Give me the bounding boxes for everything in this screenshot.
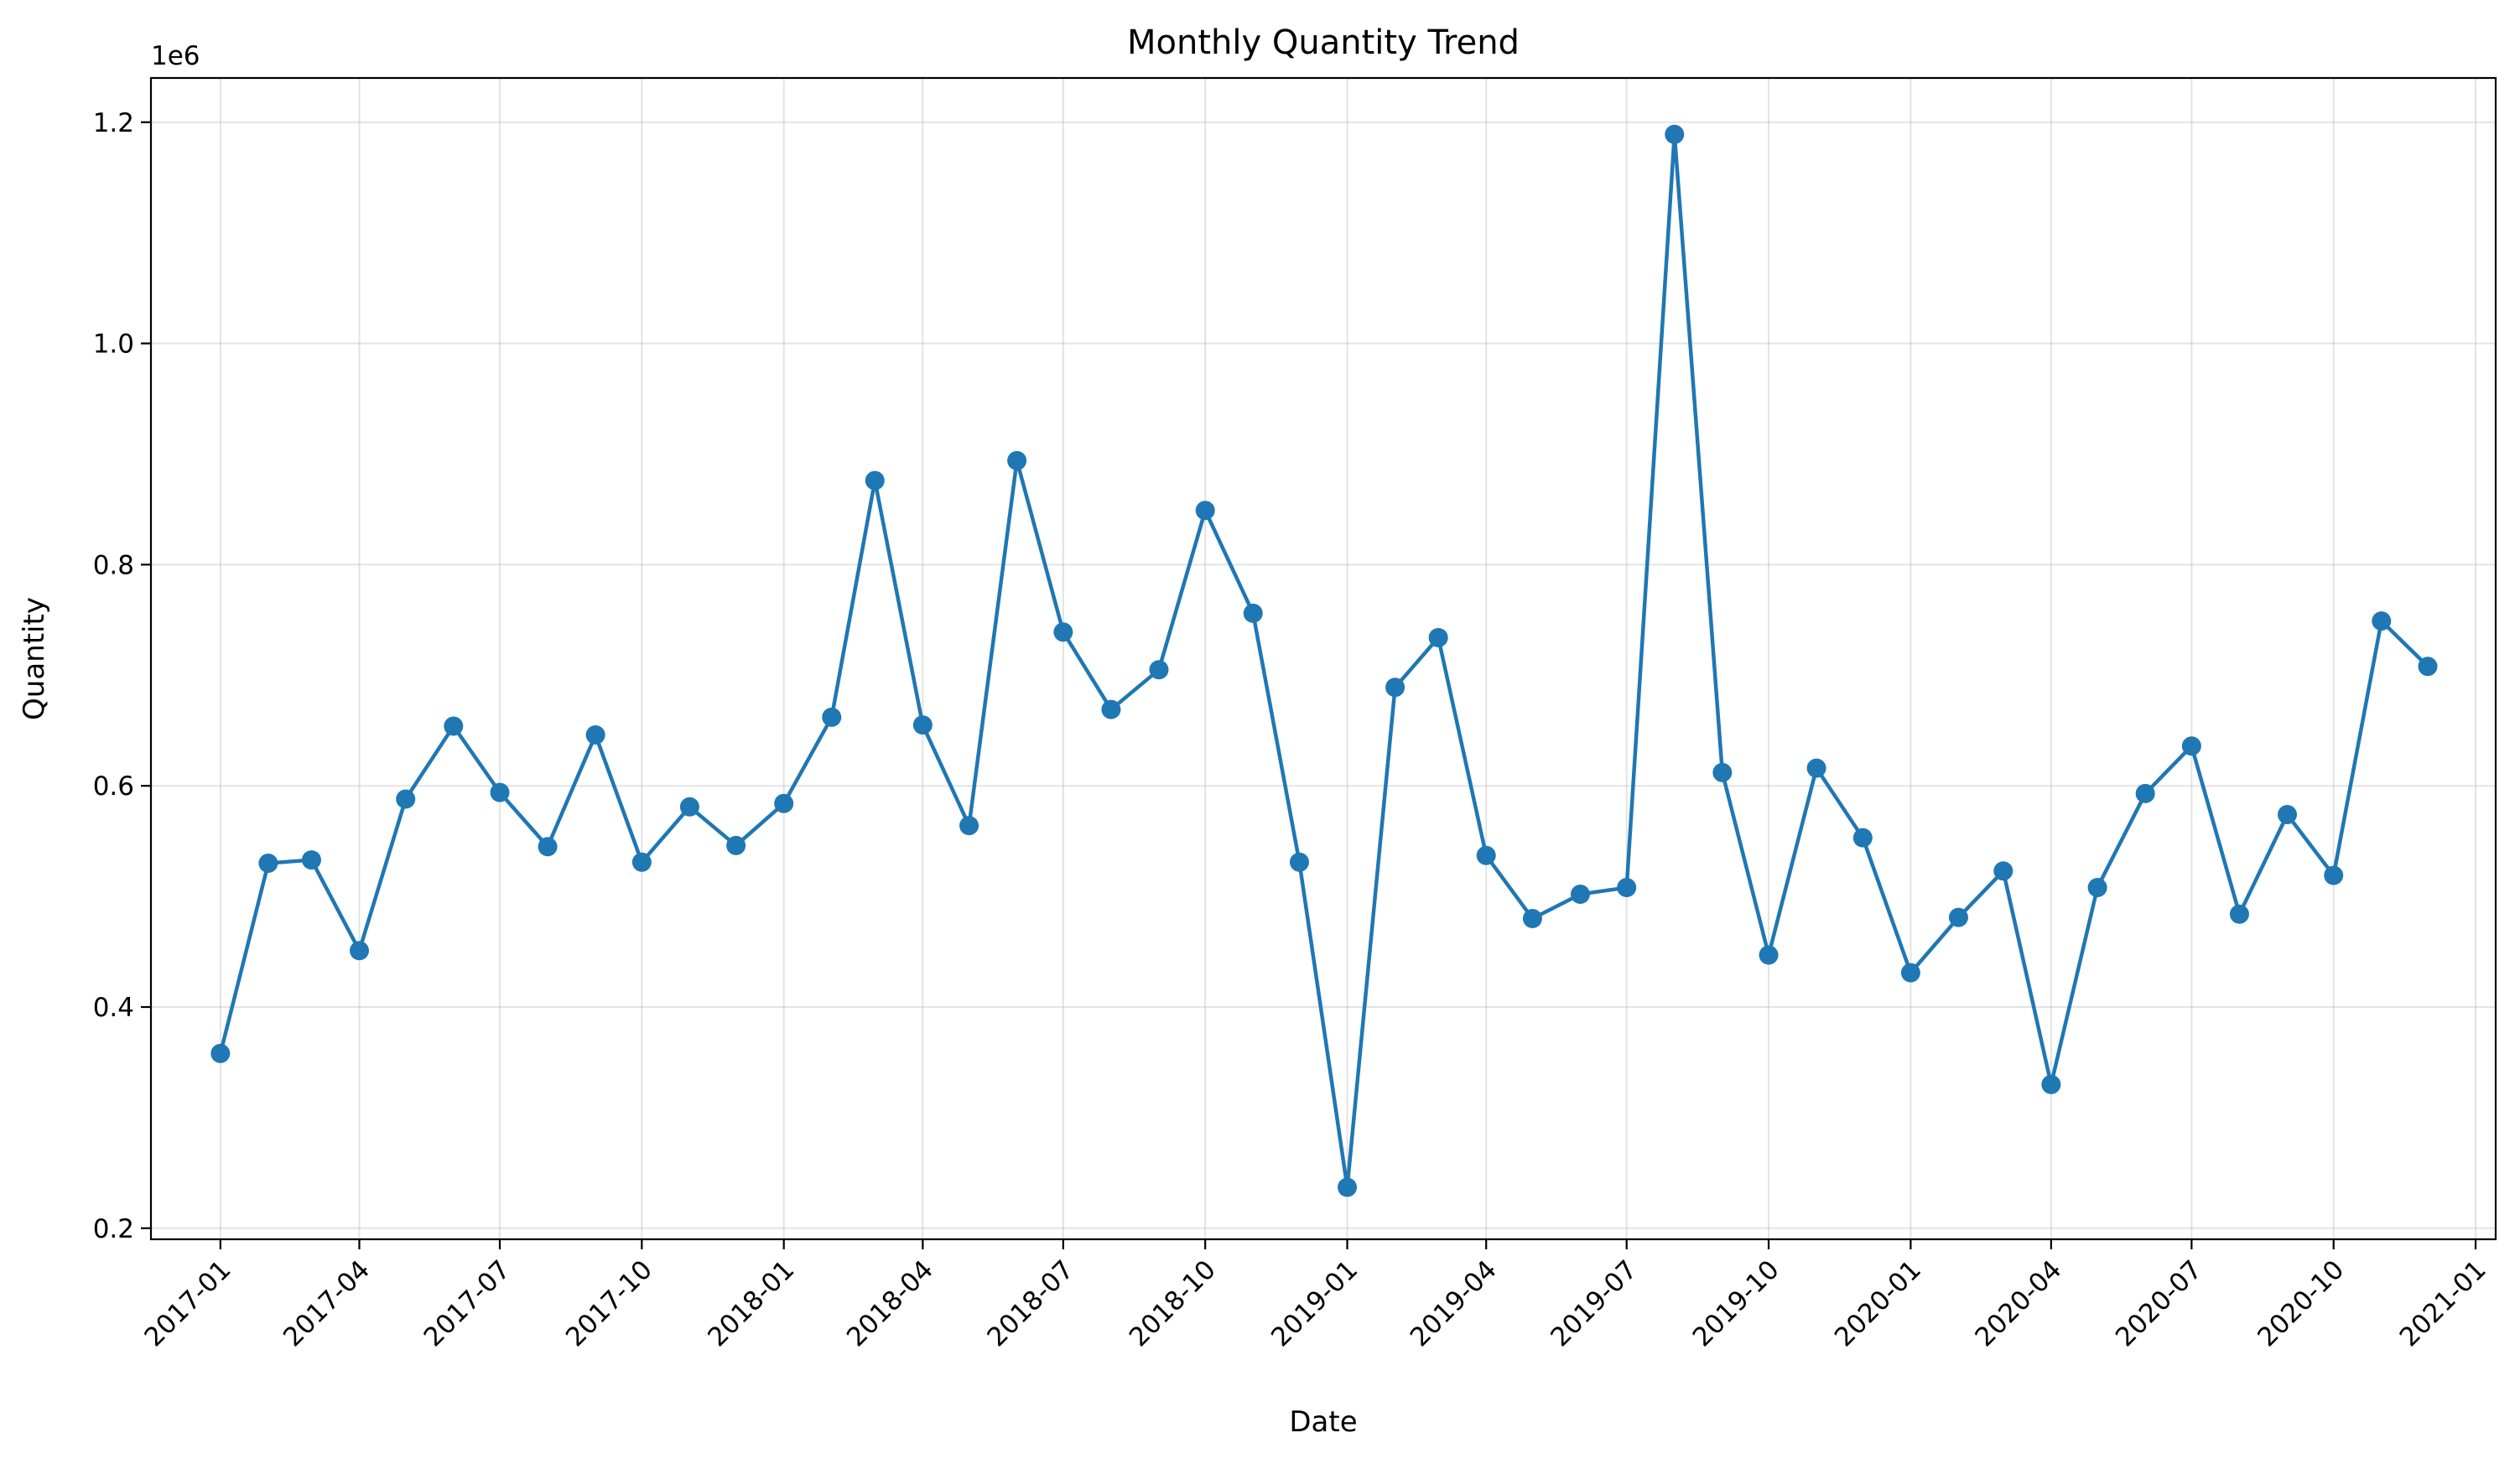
x-tick-label: 2019-10 (1687, 1254, 1785, 1352)
data-point (1617, 878, 1637, 898)
data-point (1007, 450, 1027, 470)
x-tick-label: 2019-04 (1405, 1254, 1503, 1352)
data-point (865, 470, 885, 491)
data-point (1993, 861, 2013, 881)
series-layer (210, 124, 2438, 1197)
y-tick-label: 0.2 (93, 1214, 134, 1244)
series-line (218, 132, 2429, 1190)
data-point (396, 789, 416, 809)
x-tick-label: 2020-04 (1969, 1254, 2067, 1352)
data-point (2087, 878, 2107, 898)
data-point (1712, 762, 1733, 782)
y-axis-label: Quantity (18, 597, 51, 720)
data-point (1428, 627, 1448, 647)
x-tick-label: 2021-01 (2394, 1254, 2492, 1352)
data-point (822, 707, 842, 727)
data-point (258, 854, 278, 874)
y-tick-label: 0.6 (93, 771, 134, 802)
chart-title: Monthly Quantity Trend (1127, 23, 1520, 62)
data-point (912, 715, 933, 735)
y-tick-label: 1.2 (93, 108, 134, 138)
x-axis-label: Date (1289, 1405, 1357, 1439)
data-point (585, 725, 605, 745)
data-point (2418, 657, 2438, 677)
data-point (1852, 828, 1873, 848)
plot-frame (149, 76, 2497, 1241)
x-tick-label: 2020-10 (2252, 1254, 2350, 1352)
data-point (1243, 603, 1263, 623)
data-point (1289, 852, 1309, 872)
x-tick-label: 2018-04 (841, 1254, 939, 1352)
data-point (959, 816, 979, 836)
x-tick-label: 2018-07 (981, 1254, 1079, 1352)
x-tick-label: 2018-10 (1124, 1254, 1222, 1352)
data-point (1338, 1177, 1358, 1197)
data-point (1570, 884, 1590, 904)
data-point (1053, 622, 1073, 642)
x-tick-label: 2019-07 (1545, 1254, 1643, 1352)
data-point (490, 782, 510, 802)
data-point (679, 797, 699, 817)
data-point (1476, 845, 1496, 865)
y-tick-label: 1.0 (93, 330, 134, 360)
x-tick-label: 2017-10 (560, 1254, 658, 1352)
grid-layer (151, 78, 2496, 1239)
data-point (631, 852, 652, 872)
data-point (1385, 677, 1405, 698)
x-tick-label: 2020-01 (1829, 1254, 1927, 1352)
data-point (301, 850, 321, 870)
data-point (1665, 124, 1685, 144)
data-point (1522, 908, 1542, 928)
data-point (2372, 611, 2392, 631)
data-point (774, 793, 794, 813)
data-point (1195, 501, 1215, 521)
x-tick-label: 2018-01 (702, 1254, 800, 1352)
data-point (1759, 945, 1779, 965)
data-point (2324, 865, 2344, 885)
data-point (1149, 660, 1169, 680)
y-tick-label: 0.8 (93, 550, 134, 580)
data-point (2229, 904, 2249, 924)
data-point (1900, 963, 1920, 983)
data-point (1948, 907, 1968, 927)
data-point (444, 716, 464, 736)
data-point (538, 837, 558, 857)
data-point (2181, 736, 2201, 756)
x-tick-label: 2017-04 (278, 1254, 376, 1352)
data-point (1806, 758, 1826, 778)
data-point (210, 1043, 231, 1063)
data-point (1101, 699, 1121, 719)
x-tick-label: 2017-01 (138, 1254, 236, 1352)
data-point (349, 941, 369, 961)
x-tick-label: 2020-07 (2110, 1254, 2208, 1352)
x-tick-label: 2019-01 (1265, 1254, 1364, 1352)
y-tick-label: 0.4 (93, 993, 134, 1023)
data-point (2135, 783, 2155, 803)
y-axis-offset-label: 1e6 (151, 41, 200, 71)
x-tick-label: 2017-07 (418, 1254, 517, 1352)
data-point (2278, 804, 2298, 824)
data-point (726, 835, 746, 855)
data-point (2041, 1074, 2061, 1094)
